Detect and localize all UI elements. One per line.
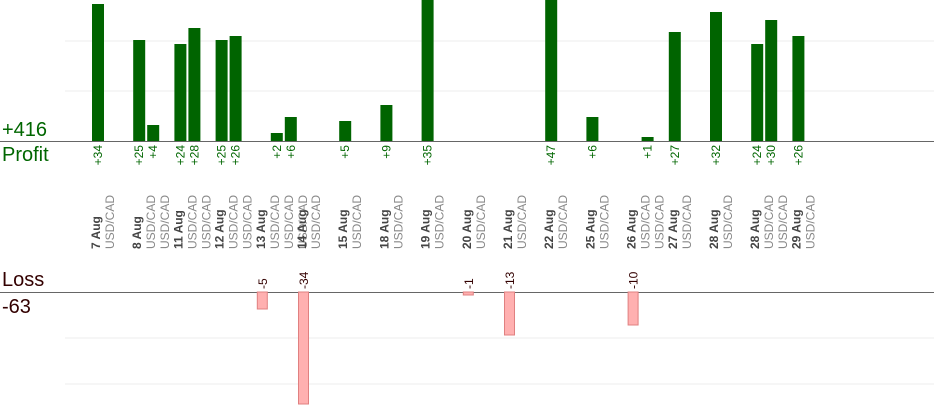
symbol-label: USD/CAD — [158, 195, 172, 249]
profit-bar — [545, 0, 558, 141]
date-label: 28 Aug — [707, 209, 721, 249]
symbol-label: USD/CAD — [391, 195, 405, 249]
profit-bar — [188, 28, 201, 141]
profit-value-label: +5 — [338, 145, 352, 159]
profit-bar — [765, 20, 778, 141]
symbol-label: USD/CAD — [474, 195, 488, 249]
profit-value-label: +6 — [284, 145, 298, 159]
profit-value-label: +30 — [764, 145, 778, 166]
profit-bar — [380, 105, 393, 141]
date-label: 7 Aug — [89, 216, 103, 249]
date-label: 13 Aug — [254, 209, 268, 249]
symbol-label: USD/CAD — [309, 195, 323, 249]
loss-value-label: -5 — [256, 278, 270, 289]
profit-label: Profit — [2, 144, 49, 166]
loss-bar — [504, 291, 515, 336]
symbol-label: USD/CAD — [556, 195, 570, 249]
symbol-label: USD/CAD — [144, 195, 158, 249]
profit-bar — [284, 117, 297, 141]
date-label: 26 Aug — [625, 209, 639, 249]
profit-value-label: +2 — [270, 145, 284, 159]
symbol-label: USD/CAD — [227, 195, 241, 249]
loss-value-label: -13 — [503, 271, 517, 289]
profit-value-label: +25 — [132, 145, 146, 166]
symbol-label: USD/CAD — [268, 195, 282, 249]
symbol-label: USD/CAD — [803, 195, 817, 249]
profit-value-label: +26 — [229, 145, 243, 166]
symbol-label: USD/CAD — [296, 195, 310, 249]
symbol-label: USD/CAD — [639, 195, 653, 249]
symbol-label: USD/CAD — [282, 195, 296, 249]
profit-value-label: +47 — [544, 145, 558, 166]
profit-value-label: +27 — [668, 145, 682, 166]
profit-value-label: +24 — [750, 145, 764, 166]
profit-bar — [215, 40, 228, 141]
date-label: 12 Aug — [213, 209, 227, 249]
symbol-label: USD/CAD — [680, 195, 694, 249]
profit-value-label: +9 — [379, 145, 393, 159]
profit-value-label: +6 — [585, 145, 599, 159]
loss-bar — [627, 291, 639, 326]
loss-value-label: -10 — [627, 271, 641, 289]
profit-bar — [174, 44, 187, 141]
profit-value-label: +26 — [791, 145, 805, 166]
profit-value-label: +34 — [91, 145, 105, 166]
profit-bar — [229, 36, 242, 141]
loss-bar — [256, 291, 268, 310]
date-label: 19 Aug — [419, 209, 433, 249]
date-label: 21 Aug — [501, 209, 515, 249]
profit-bar — [641, 137, 654, 141]
profit-bar — [751, 44, 764, 141]
loss-value-label: -1 — [462, 278, 476, 289]
symbol-label: USD/CAD — [653, 195, 667, 249]
profit-value-label: +28 — [187, 145, 201, 166]
profit-bar — [133, 40, 146, 141]
loss-value-label: -34 — [297, 271, 311, 289]
loss-bar — [462, 291, 474, 296]
profit-bar — [421, 0, 434, 141]
profit-value-label: +25 — [215, 145, 229, 166]
date-label: 29 Aug — [789, 209, 803, 249]
date-label: 27 Aug — [666, 209, 680, 249]
symbol-label: USD/CAD — [762, 195, 776, 249]
symbol-label: USD/CAD — [185, 195, 199, 249]
profit-value-label: +1 — [641, 145, 655, 159]
profit-value-label: +4 — [146, 145, 160, 159]
profit-total: +416 — [2, 119, 48, 141]
date-label: 18 Aug — [377, 209, 391, 249]
symbol-label: USD/CAD — [515, 195, 529, 249]
profit-value-label: +24 — [173, 145, 187, 166]
profit-value-label: +35 — [421, 145, 435, 166]
date-label: 14 Aug — [295, 209, 309, 249]
profit-bar — [147, 125, 160, 141]
symbol-label: USD/CAD — [350, 195, 364, 249]
date-label: 20 Aug — [460, 209, 474, 249]
loss-label: Loss — [2, 269, 45, 291]
symbol-label: USD/CAD — [433, 195, 447, 249]
profit-bar — [710, 12, 722, 141]
date-label: 28 Aug — [748, 209, 762, 249]
symbol-label: USD/CAD — [199, 195, 213, 249]
symbol-label: USD/CAD — [597, 195, 611, 249]
profit-value-label: +32 — [709, 145, 723, 166]
loss-bar — [298, 291, 309, 405]
profit-bar — [270, 133, 283, 141]
symbol-label: USD/CAD — [241, 195, 255, 249]
date-label: 15 Aug — [336, 209, 350, 249]
symbol-label: USD/CAD — [103, 195, 117, 249]
date-label: 11 Aug — [171, 210, 185, 249]
symbol-label: USD/CAD — [776, 195, 790, 249]
date-label: 8 Aug — [130, 216, 144, 249]
loss-total: -63 — [2, 296, 31, 318]
profit-bar — [92, 4, 104, 141]
profit-bar — [792, 36, 805, 141]
date-label: 25 Aug — [583, 209, 597, 249]
profit-bar — [586, 117, 599, 141]
profit-bar — [339, 121, 352, 141]
date-label: 22 Aug — [542, 209, 556, 249]
profit-bar — [668, 32, 681, 141]
symbol-label: USD/CAD — [721, 195, 735, 249]
